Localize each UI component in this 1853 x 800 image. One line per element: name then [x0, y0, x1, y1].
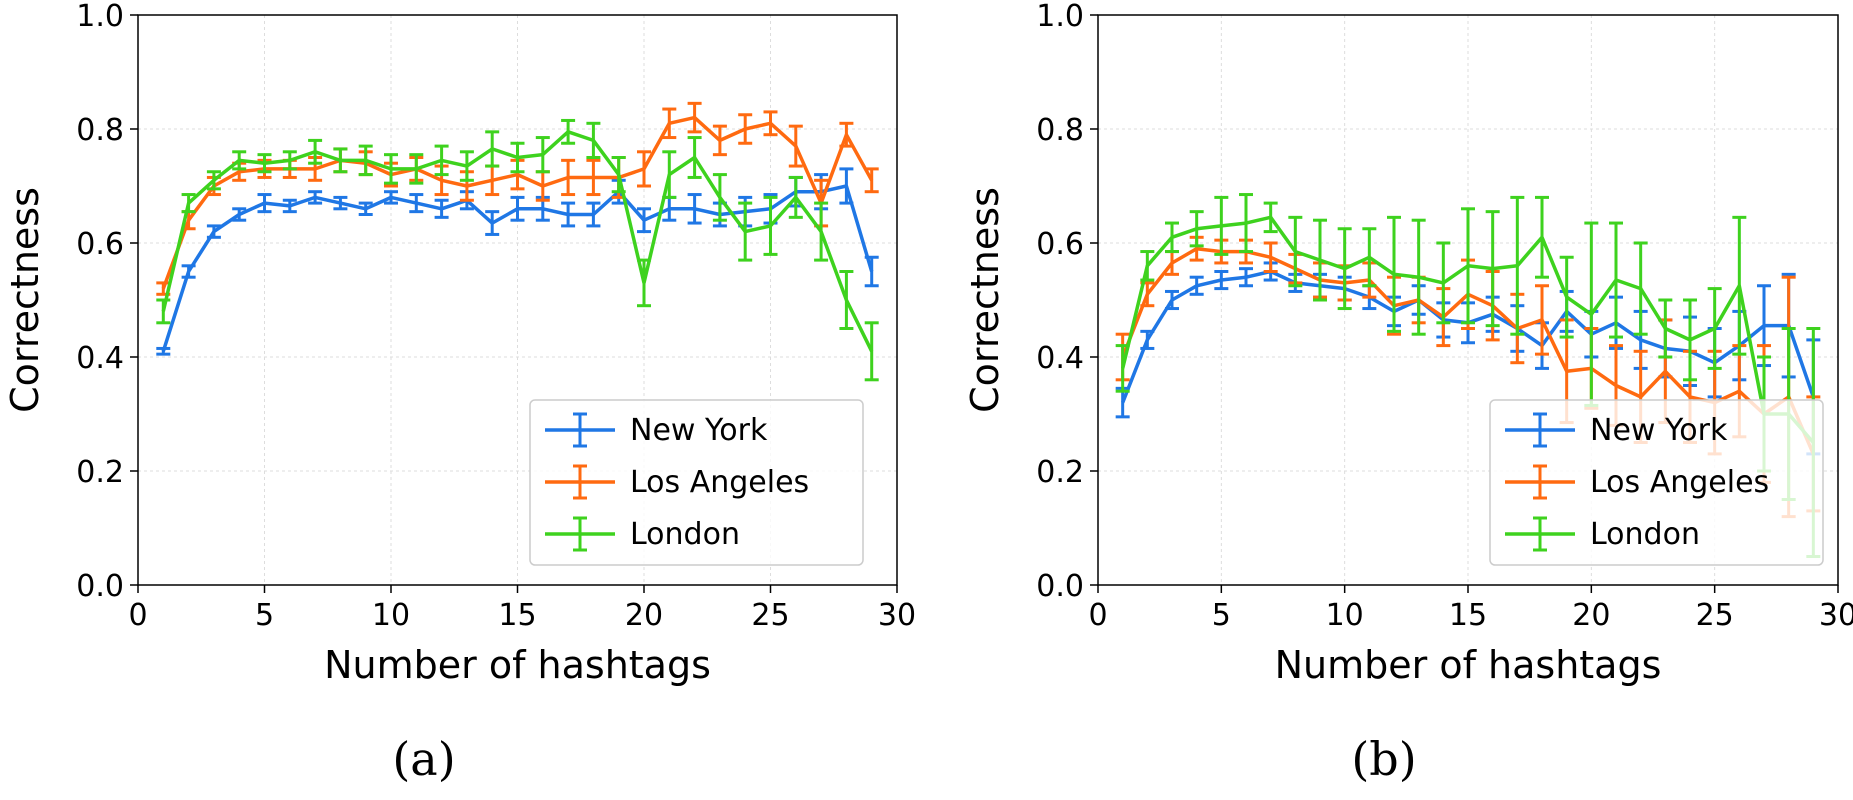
x-tick-label: 15 — [498, 598, 536, 633]
y-tick-label: 1.0 — [1036, 0, 1084, 34]
x-tick-label: 10 — [1326, 598, 1364, 633]
legend-label: Los Angeles — [630, 465, 809, 500]
legend-label: New York — [630, 413, 768, 448]
y-tick-label: 0.2 — [1036, 455, 1084, 490]
y-tick-label: 1.0 — [76, 0, 124, 34]
legend: New York Los Angeles London — [1489, 399, 1824, 566]
x-tick-label: 5 — [1212, 598, 1231, 633]
x-tick-label: 15 — [1449, 598, 1487, 633]
chart-panel-2: 0 5 10 15 20 25 30 0.0 0.2 0.4 0.6 0.8 1.0 Number of … — [963, 0, 1853, 786]
legend-label: Los Angeles — [1590, 465, 1769, 500]
x-tick-label: 30 — [878, 598, 916, 633]
legend-label: New York — [1590, 413, 1728, 448]
legend: New York Los Angeles London — [529, 399, 864, 566]
y-axis-label: Correctness — [963, 187, 1007, 413]
series-line — [161, 115, 874, 290]
legend-label: London — [1590, 517, 1700, 552]
panel-caption: (a) — [392, 732, 455, 786]
x-tick-label: 0 — [128, 598, 147, 633]
series-line — [161, 130, 874, 353]
x-tick-label: 20 — [1572, 598, 1610, 633]
y-tick-label: 0.6 — [1036, 227, 1084, 262]
x-tick-label: 5 — [255, 598, 274, 633]
y-tick-label: 0.0 — [76, 569, 124, 604]
x-tick-label: 30 — [1819, 598, 1853, 633]
y-tick-label: 0.6 — [76, 227, 124, 262]
x-tick-label: 0 — [1088, 598, 1107, 633]
series-london — [156, 118, 879, 382]
y-tick-label: 0.8 — [76, 113, 124, 148]
panel-caption: (b) — [1351, 732, 1416, 786]
x-tick-label: 25 — [751, 598, 789, 633]
y-tick-label: 0.4 — [1036, 341, 1084, 376]
legend-box — [529, 399, 864, 566]
chart-panel-1: 0 5 10 15 20 25 30 0.0 0.2 0.4 0.6 0.8 1.0 Number of … — [3, 0, 916, 786]
y-tick-label: 0.8 — [1036, 113, 1084, 148]
legend-box — [1489, 399, 1824, 566]
series-line — [1120, 215, 1815, 444]
x-tick-label: 20 — [625, 598, 663, 633]
y-tick-label: 0.4 — [76, 341, 124, 376]
x-tick-label: 10 — [372, 598, 410, 633]
legend-label: London — [630, 517, 740, 552]
x-axis-label: Number of hashtags — [324, 643, 711, 687]
series-line — [161, 184, 874, 352]
y-tick-label: 0.0 — [1036, 569, 1084, 604]
x-tick-label: 25 — [1696, 598, 1734, 633]
y-axis-label: Correctness — [3, 187, 47, 413]
y-tick-label: 0.2 — [76, 455, 124, 490]
x-axis-label: Number of hashtags — [1275, 643, 1662, 687]
